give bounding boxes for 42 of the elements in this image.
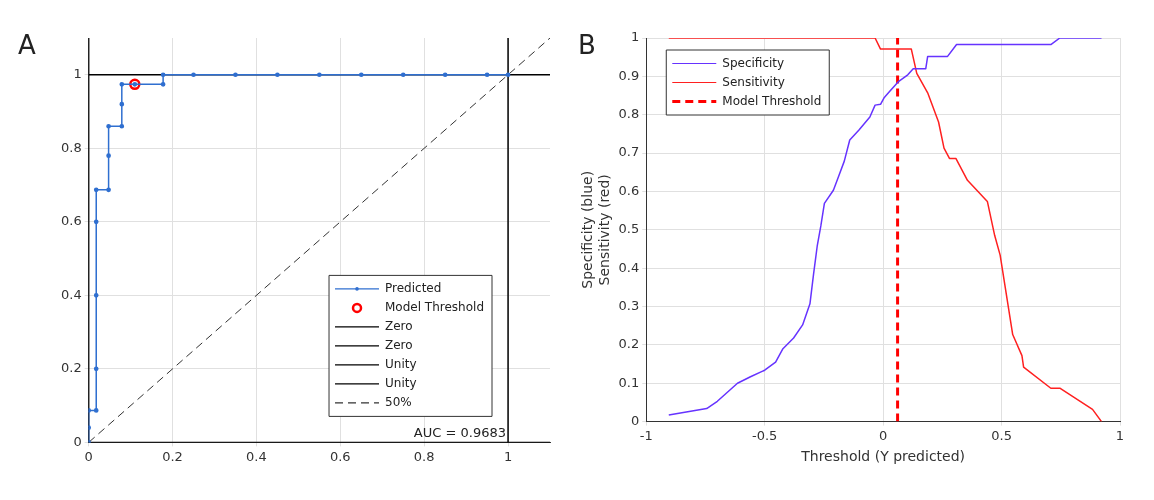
y-tick-label: 0.6: [60, 213, 82, 229]
y-tick-label: 0.7: [618, 144, 640, 160]
y-tick-label: 0.8: [618, 106, 640, 122]
y-tick-label: 0.5: [618, 221, 640, 237]
x-tick-label: 0.6: [329, 448, 351, 464]
y-tick-label: 0.3: [618, 297, 640, 313]
y-tick-label: 0.9: [618, 67, 640, 83]
legend-label: Zero: [385, 319, 413, 334]
x-tick-label: 0.5: [991, 427, 1012, 443]
legend-label: Predicted: [385, 281, 442, 296]
x-tick-label: 0: [879, 427, 888, 443]
x-tick-label: 0.8: [413, 448, 435, 464]
legend-label: Unity: [385, 376, 417, 391]
legend-label: 50%: [385, 395, 412, 410]
x-tick-label: 1: [503, 448, 513, 464]
chart-title: B: [578, 29, 596, 60]
legend-label: Specificity: [722, 55, 785, 70]
x-tick-label: 1: [1115, 427, 1125, 443]
x-tick-label: -1: [639, 427, 653, 443]
x-tick-label: 0.4: [246, 448, 267, 464]
y-tick-label: 0.1: [618, 374, 640, 390]
x-tick-label: 0: [84, 448, 93, 464]
legend-label: Zero: [385, 338, 413, 353]
x-tick-label: -0.5: [752, 427, 778, 443]
y-tick-label: 1: [630, 29, 640, 45]
legend-label: Unity: [385, 357, 417, 372]
x-tick-label: 0.2: [162, 448, 183, 464]
y-tick-label: 0.6: [618, 182, 640, 198]
y-tick-label: 0: [630, 412, 640, 428]
y-tick-label: 0.2: [60, 360, 82, 376]
y-tick-label: 1: [73, 66, 82, 82]
legend-label: Model Threshold: [385, 300, 484, 315]
y-tick-label: 0.4: [60, 286, 82, 302]
legend-label: Model Threshold: [722, 93, 822, 108]
annotation: AUC = 0.9683: [413, 425, 506, 441]
y-tick-label: 0.2: [618, 336, 640, 352]
legend-label: Sensitivity: [722, 74, 785, 89]
y-axis-title: Specificity (blue) Sensitivity (red): [579, 170, 612, 289]
y-tick-label: 0.8: [60, 139, 82, 155]
y-tick-label: 0.4: [618, 259, 640, 275]
x-axis-title: Threshold (Y predicted): [800, 448, 966, 465]
chart-title: A: [18, 29, 36, 60]
